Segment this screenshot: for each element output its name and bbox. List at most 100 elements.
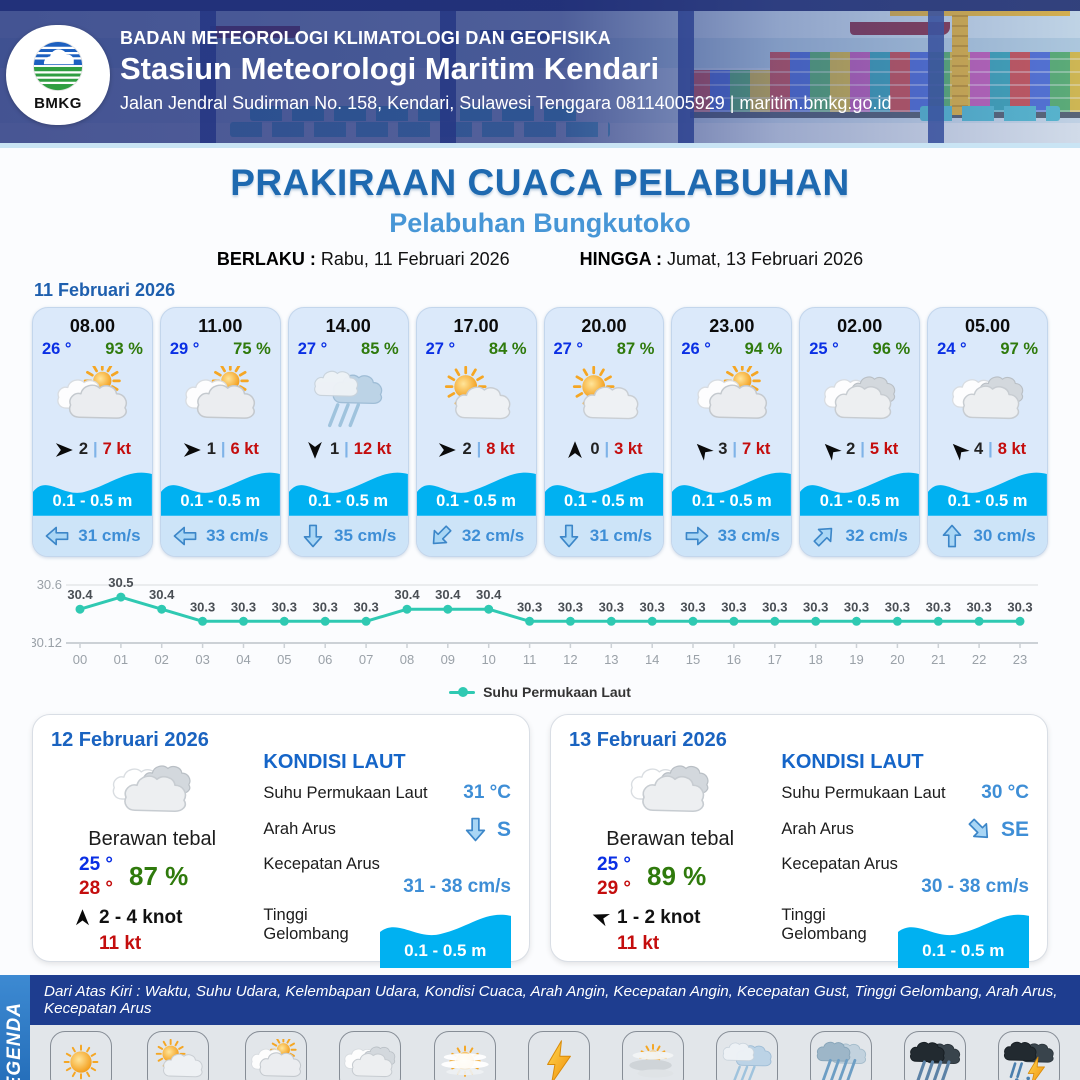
forecast-card: 08.00 26 ° 93 % 2 | 7 kt 0.1 - 0.5 m 31 cm/… [32, 307, 153, 557]
divider: | [220, 440, 226, 459]
header-banner: BMKG BADAN METEOROLOGI KLIMATOLOGI DAN G… [0, 0, 1080, 148]
current-direction-icon [422, 518, 459, 555]
air-temperature: 29 ° [169, 340, 200, 358]
current-row: 33 cm/s [160, 516, 280, 556]
svg-text:08: 08 [400, 652, 414, 667]
air-temperature: 25 ° [809, 340, 839, 358]
svg-text:30.3: 30.3 [313, 599, 338, 614]
svg-text:30.4: 30.4 [149, 587, 175, 602]
sst-value: 30 °C [981, 782, 1029, 803]
svg-text:30.3: 30.3 [885, 599, 910, 614]
svg-text:00: 00 [73, 652, 87, 667]
bmkg-logo-icon [33, 41, 83, 91]
divider: | [732, 440, 737, 459]
legend-strip: LEGENDA [0, 975, 30, 1080]
current-speed: 31 cm/s [589, 526, 653, 546]
legend-item: Berawan Tebal [323, 1031, 419, 1080]
port-name: Pelabuhan Bungkutoko [389, 208, 691, 238]
forecast-card: 14.00 27 ° 85 % 1 | 12 kt 0.1 - 0.5 m 35 cm… [287, 307, 409, 557]
svg-text:16: 16 [727, 652, 741, 667]
svg-text:23: 23 [1013, 652, 1027, 667]
wind-direction-icon [73, 908, 92, 927]
wave-height: 0.1 - 0.5 m [180, 492, 261, 511]
weather-icon [566, 365, 642, 430]
svg-text:11: 11 [523, 652, 537, 667]
legend-strip-label: LEGENDA [4, 1001, 25, 1080]
current-row: 30 cm/s [928, 516, 1047, 556]
forecast-card: 23.00 26 ° 94 % 3 | 7 kt 0.1 - 0.5 m 33 cm/… [671, 307, 793, 557]
svg-text:30.3: 30.3 [353, 599, 378, 614]
forecast-time: 02.00 [837, 316, 883, 336]
humidity: 87 % [129, 861, 189, 892]
wave-band: 0.1 - 0.5 m [544, 462, 664, 517]
current-direction-icon [556, 523, 582, 549]
wave-band: 0.1 - 0.5 m [33, 462, 152, 517]
air-temperature: 27 ° [553, 340, 584, 358]
berawan-icon [249, 1036, 303, 1080]
svg-text:19: 19 [849, 652, 863, 667]
hujan-ringan-icon [720, 1039, 774, 1080]
svg-text:30.3: 30.3 [721, 599, 746, 614]
temp-max: 29 ° [597, 877, 632, 899]
current-direction: S [496, 817, 511, 841]
svg-text:30.3: 30.3 [190, 599, 215, 614]
legend-item: Hujan Lebat [888, 1031, 982, 1080]
wind-value: 1 [206, 440, 216, 459]
weather-icon [438, 365, 514, 430]
organization-name: BADAN METEOROLOGI KLIMATOLOGI DAN GEOFIS… [120, 28, 611, 48]
wave-band: 0.1 - 0.5 m [160, 462, 280, 517]
wave-shape [160, 473, 280, 517]
humidity: 89 % [647, 861, 707, 892]
wave-height: 0.1 - 0.5 m [52, 492, 133, 511]
svg-text:02: 02 [154, 652, 168, 667]
weather-condition: Berawan tebal [606, 828, 735, 850]
wind-value: 0 [590, 440, 600, 459]
humidity: 75 % [233, 340, 271, 358]
petir-icon [532, 1039, 586, 1080]
chart-series-label: Suhu Permukaan Laut [483, 684, 631, 700]
station-name: Stasiun Meteorologi Maritim Kendari [120, 51, 660, 86]
air-temperature: 26 ° [681, 340, 711, 358]
air-temperature: 26 ° [42, 340, 72, 358]
current-row: 35 cm/s [288, 516, 408, 556]
forecast-time: 14.00 [325, 316, 371, 336]
current-speed: 31 cm/s [78, 526, 141, 546]
sst-label: Suhu Permukaan Laut [263, 783, 428, 802]
temp-max: 28 ° [79, 877, 114, 899]
wave-height-label: Tinggi Gelombang [263, 906, 349, 943]
wave-shape [544, 473, 664, 517]
wind-value: 2 [846, 440, 856, 459]
current-direction-icon [806, 518, 843, 555]
current-row: 31 cm/s [33, 516, 152, 556]
weather-icon [950, 366, 1026, 430]
legend-item: Kabut [606, 1031, 700, 1080]
hujan-petir-icon [1002, 1039, 1056, 1080]
wind-value: 2 [78, 440, 88, 459]
wind-speed: 3 kt [614, 440, 643, 459]
svg-text:30.4: 30.4 [67, 587, 93, 602]
current-direction-icon [684, 523, 710, 549]
wave-height: 0.1 - 0.5 m [308, 492, 389, 511]
weather-icon [310, 366, 386, 430]
valid-to: HINGGA : Jumat, 13 Februari 2026 [580, 249, 863, 270]
current-speed: 32 cm/s [845, 526, 908, 546]
current-speed: 33 cm/s [206, 526, 269, 546]
svg-text:05: 05 [277, 652, 291, 667]
current-direction-icon [939, 523, 965, 549]
current-speed: 30 - 38 cm/s [921, 876, 1029, 897]
gust-speed: 11 kt [617, 932, 660, 954]
weather-icon [106, 754, 198, 824]
day-date: 12 Februari 2026 [51, 729, 209, 751]
hourly-forecast-row: 08.00 26 ° 93 % 2 | 7 kt 0.1 - 0.5 m 31 cm/… [32, 307, 1048, 557]
svg-text:06: 06 [318, 652, 332, 667]
gust-speed: 11 kt [99, 932, 142, 954]
kabut-icon [626, 1039, 680, 1080]
wave-height: 0.1 - 0.5 m [564, 492, 644, 511]
day-card: 12 Februari 2026 Berawan tebal 25 ° 28 °… [32, 714, 530, 968]
wind-speed: 7 kt [742, 440, 771, 459]
legend-item: Hujan Sedang [794, 1031, 888, 1080]
wind-range: 2 - 4 knot [99, 906, 183, 928]
wave-height: 0.1 - 0.5 m [922, 941, 1005, 960]
svg-text:30.3: 30.3 [558, 599, 583, 614]
wave-height-label: Tinggi Gelombang [781, 906, 867, 943]
